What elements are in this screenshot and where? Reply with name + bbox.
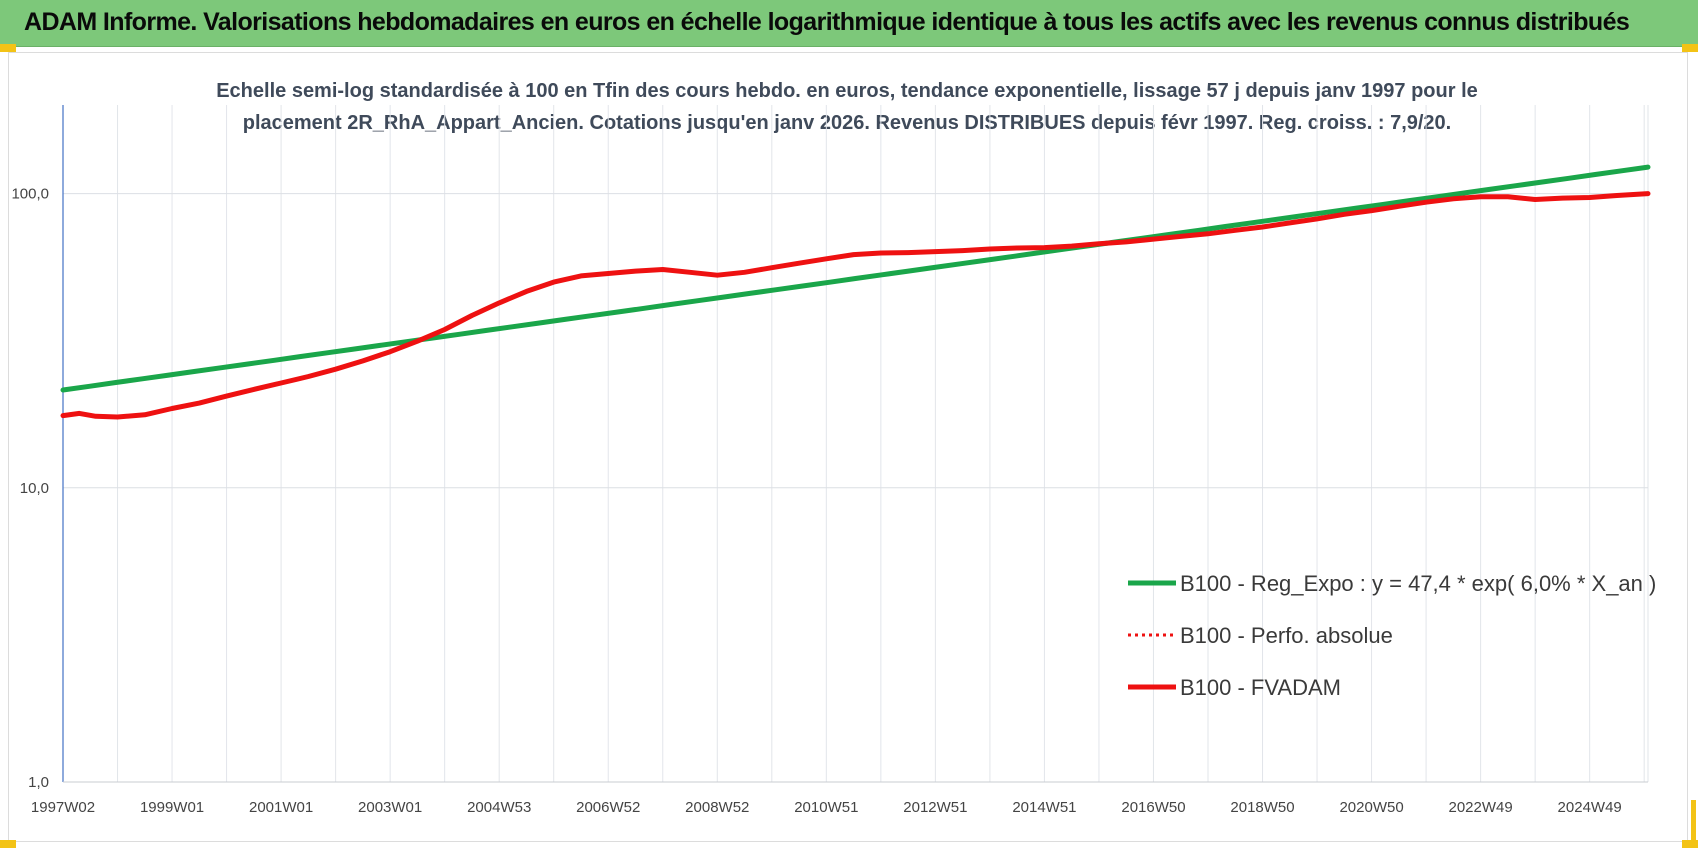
x-tick-label: 2001W01 — [249, 799, 313, 816]
x-tick-label: 2012W51 — [903, 799, 967, 816]
corner-marker-br — [1691, 800, 1696, 840]
x-tick-label: 2022W49 — [1449, 799, 1513, 816]
corner-marker-tl — [0, 44, 16, 52]
x-tick-label: 2016W50 — [1121, 799, 1185, 816]
x-tick-label: 2004W53 — [467, 799, 531, 816]
legend: B100 - Reg_Expo : y = 47,4 * exp( 6,0% *… — [1128, 571, 1656, 700]
series-line-2 — [60, 191, 1651, 420]
grid — [62, 105, 1649, 783]
x-tick-label: 2006W52 — [576, 799, 640, 816]
corner-marker-br2 — [1682, 840, 1698, 848]
x-tick-label: 2008W52 — [685, 799, 749, 816]
x-tick-label: 2010W51 — [794, 799, 858, 816]
legend-label-2: B100 - FVADAM — [1180, 675, 1341, 700]
axes: 100,0 10,0 1,0 1997W02 1999W01 2001W01 2003W01… — [11, 105, 1648, 816]
legend-label-1: B100 - Perfo. absolue — [1180, 623, 1393, 648]
y-tick-label: 100,0 — [11, 186, 49, 203]
x-tick-label: 2018W50 — [1230, 799, 1294, 816]
series-layer — [60, 164, 1651, 420]
x-tick-label: 1997W02 — [31, 799, 95, 816]
corner-marker-bl — [0, 840, 16, 848]
chart-subtitle-line-2: placement 2R_RhA_Appart_Ancien. Cotation… — [243, 112, 1451, 134]
x-tick-label: 2014W51 — [1012, 799, 1076, 816]
y-tick-label: 1,0 — [28, 774, 49, 791]
page-title: ADAM Informe. Valorisations hebdomadaire… — [24, 8, 1630, 36]
x-tick-label: 2020W50 — [1339, 799, 1403, 816]
corner-marker-tr — [1682, 44, 1698, 52]
x-tick-label: 1999W01 — [140, 799, 204, 816]
x-tick-label: 2024W49 — [1558, 799, 1622, 816]
legend-label-0: B100 - Reg_Expo : y = 47,4 * exp( 6,0% *… — [1180, 571, 1656, 596]
y-tick-label: 10,0 — [20, 480, 49, 497]
x-tick-label: 2003W01 — [358, 799, 422, 816]
chart-subtitle-line-1: Echelle semi-log standardisée à 100 en T… — [216, 80, 1478, 102]
chart-frame — [8, 52, 1688, 842]
header-bar: ADAM Informe. Valorisations hebdomadaire… — [0, 0, 1698, 47]
series-line-0 — [60, 164, 1651, 393]
